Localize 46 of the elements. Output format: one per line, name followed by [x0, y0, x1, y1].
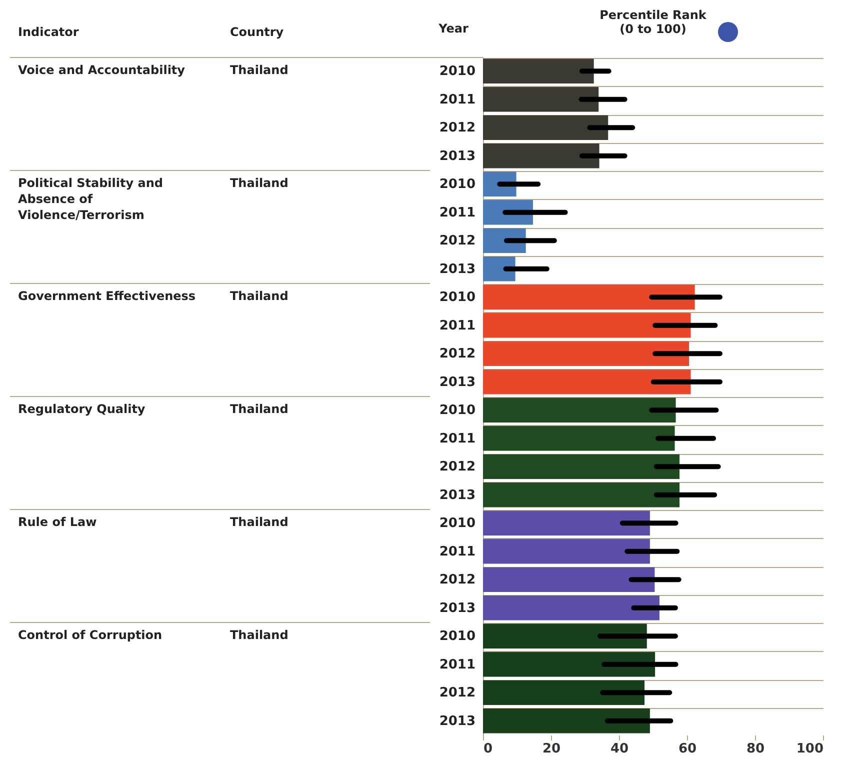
y-tick-label: 2010	[439, 64, 476, 80]
y-tick-label: 2011	[439, 544, 476, 560]
x-tick-label: 40	[610, 742, 629, 756]
y-tick-label: 2011	[439, 92, 476, 108]
y-tick-label: 2011	[439, 431, 476, 446]
y-tick-label: 2013	[439, 600, 476, 616]
text: Indicator	[18, 24, 79, 40]
x-tick-label: 80	[746, 742, 765, 756]
y-tick-label: 2013	[439, 488, 476, 503]
y-tick-label: 2011	[439, 318, 476, 334]
text: Thailand	[230, 288, 288, 304]
text: Government Effectiveness	[18, 288, 197, 304]
y-tick-label: 2013	[439, 148, 476, 164]
y-tick-label: 2011	[439, 657, 476, 672]
x-tick-label: 0	[484, 742, 493, 756]
y-tick-label: 2010	[439, 516, 476, 532]
y-axis-title: Year	[438, 22, 468, 36]
text: Political Stability and Absence of Violence/Terrorism	[18, 175, 164, 223]
y-tick-label: 2012	[439, 460, 476, 475]
x-axis-title: Percentile Rank (0 to 100)	[600, 8, 708, 36]
text: Thailand	[230, 627, 288, 643]
y-tick-label: 2010	[439, 177, 476, 192]
y-tick-label: 2013	[439, 714, 476, 729]
y-tick-label: 2010	[439, 629, 476, 644]
y-tick-label: 2013	[439, 262, 476, 277]
text: Regulatory Quality	[18, 401, 146, 417]
x-tick-label: 100	[796, 742, 824, 756]
x-tick-label: 60	[678, 742, 697, 756]
text: Rule of Law	[18, 514, 98, 530]
x-tick-label: 20	[542, 742, 561, 756]
y-tick-label: 2013	[439, 374, 476, 390]
y-tick-label: 2010	[439, 403, 476, 418]
text: Thailand	[230, 175, 288, 191]
y-tick-label: 2011	[439, 205, 476, 220]
y-tick-label: 2010	[439, 290, 476, 306]
text: Voice and Accountability	[18, 62, 186, 78]
text: Country	[230, 24, 284, 40]
text: Thailand	[230, 514, 288, 530]
text: Control of Corruption	[18, 627, 164, 643]
y-tick-label: 2012	[439, 234, 476, 249]
y-tick-label: 2012	[439, 346, 476, 362]
y-tick-label: 2012	[439, 572, 476, 588]
text: Thailand	[230, 62, 288, 78]
y-tick-label: 2012	[439, 686, 476, 701]
text: Thailand	[230, 401, 288, 417]
y-tick-label: 2012	[439, 120, 476, 136]
